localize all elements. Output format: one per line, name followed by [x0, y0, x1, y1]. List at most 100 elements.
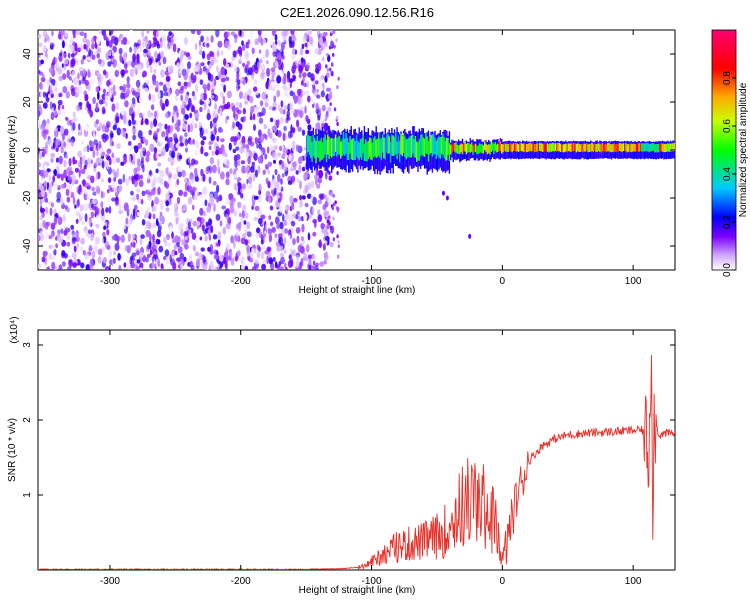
noise-speckle	[292, 238, 296, 245]
noise-speckle	[75, 105, 78, 110]
noise-speckle	[269, 106, 273, 110]
noise-speckle	[144, 87, 148, 92]
signal-cell	[566, 144, 567, 152]
noise-speckle	[269, 140, 274, 147]
noise-speckle	[106, 41, 109, 47]
signal-cell	[495, 142, 496, 151]
signal-cell	[646, 143, 647, 152]
signal-cell	[447, 138, 448, 155]
signal-cell	[508, 144, 509, 152]
signal-cell	[652, 143, 653, 151]
noise-speckle	[270, 221, 273, 226]
noise-speckle	[244, 220, 247, 225]
noise-speckle	[200, 146, 203, 154]
noise-speckle	[303, 214, 307, 221]
noise-speckle	[55, 139, 59, 147]
noise-speckle	[257, 61, 261, 68]
noise-speckle	[214, 254, 218, 259]
signal-cell	[598, 143, 599, 151]
signal-cell	[549, 143, 550, 151]
noise-speckle	[287, 239, 290, 247]
noise-speckle	[178, 223, 183, 231]
noise-speckle	[106, 229, 109, 235]
noise-speckle	[88, 230, 92, 235]
noise-speckle	[329, 68, 331, 72]
noise-speckle	[107, 149, 112, 154]
noise-speckle	[158, 246, 163, 253]
signal-cell	[387, 134, 388, 154]
noise-speckle	[101, 237, 104, 244]
signal-cell	[390, 142, 391, 163]
noise-speckle	[96, 37, 100, 45]
noise-speckle	[124, 69, 128, 73]
colorbar-tick-label: 0.6	[722, 119, 733, 133]
noise-speckle	[210, 95, 214, 99]
noise-speckle	[268, 85, 272, 90]
noise-speckle	[50, 158, 53, 163]
noise-speckle	[74, 42, 77, 51]
noise-speckle	[264, 154, 267, 160]
noise-speckle	[299, 110, 304, 118]
noise-speckle	[134, 205, 138, 211]
noise-speckle	[127, 76, 130, 83]
signal-cell	[378, 133, 379, 156]
noise-speckle	[141, 31, 144, 38]
noise-speckle	[337, 240, 339, 244]
noise-speckle	[195, 176, 199, 182]
noise-speckle	[90, 176, 94, 184]
noise-speckle	[278, 237, 283, 244]
noise-speckle	[326, 72, 330, 78]
signal-cell	[377, 139, 378, 158]
noise-speckle	[145, 190, 148, 194]
noise-speckle	[206, 206, 211, 212]
noise-speckle	[72, 253, 77, 260]
noise-speckle	[260, 100, 263, 106]
noise-speckle	[270, 181, 275, 190]
noise-speckle	[120, 93, 124, 100]
noise-speckle	[166, 76, 171, 82]
noise-speckle	[103, 226, 106, 230]
noise-speckle	[153, 118, 157, 127]
noise-speckle	[44, 56, 47, 63]
noise-speckle	[227, 198, 229, 205]
noise-speckle	[36, 120, 40, 128]
signal-cell	[535, 144, 536, 152]
signal-cell	[529, 143, 530, 151]
noise-speckle	[143, 49, 148, 53]
noise-speckle	[275, 234, 278, 238]
signal-cell	[370, 138, 371, 159]
noise-speckle	[139, 180, 144, 187]
noise-speckle	[43, 130, 48, 134]
noise-speckle	[178, 190, 183, 196]
signal-cell	[631, 144, 632, 153]
signal-cell	[325, 135, 326, 155]
noise-speckle	[36, 235, 40, 242]
noise-speckle	[60, 198, 64, 206]
noise-speckle	[208, 218, 212, 226]
signal-cell	[319, 141, 320, 162]
noise-speckle	[61, 30, 65, 35]
signal-cell	[493, 144, 494, 155]
signal-cell	[478, 145, 479, 154]
noise-speckle	[321, 50, 325, 57]
signal-cell	[522, 144, 523, 152]
noise-speckle	[65, 154, 67, 159]
noise-speckle	[209, 234, 212, 241]
noise-speckle	[75, 168, 79, 173]
signal-cell	[509, 144, 510, 152]
noise-speckle	[224, 41, 229, 48]
noise-speckle	[226, 171, 230, 178]
noise-speckle	[85, 160, 88, 168]
noise-speckle	[117, 168, 119, 177]
noise-speckle	[95, 224, 100, 228]
noise-speckle	[112, 141, 114, 146]
noise-speckle	[210, 121, 213, 129]
noise-speckle	[197, 191, 199, 196]
noise-speckle	[116, 158, 120, 163]
signal-cell	[317, 136, 318, 157]
noise-speckle	[42, 198, 45, 203]
signal-cell	[458, 145, 459, 154]
noise-speckle	[158, 239, 161, 244]
noise-speckle	[328, 171, 330, 175]
noise-speckle	[326, 88, 331, 92]
